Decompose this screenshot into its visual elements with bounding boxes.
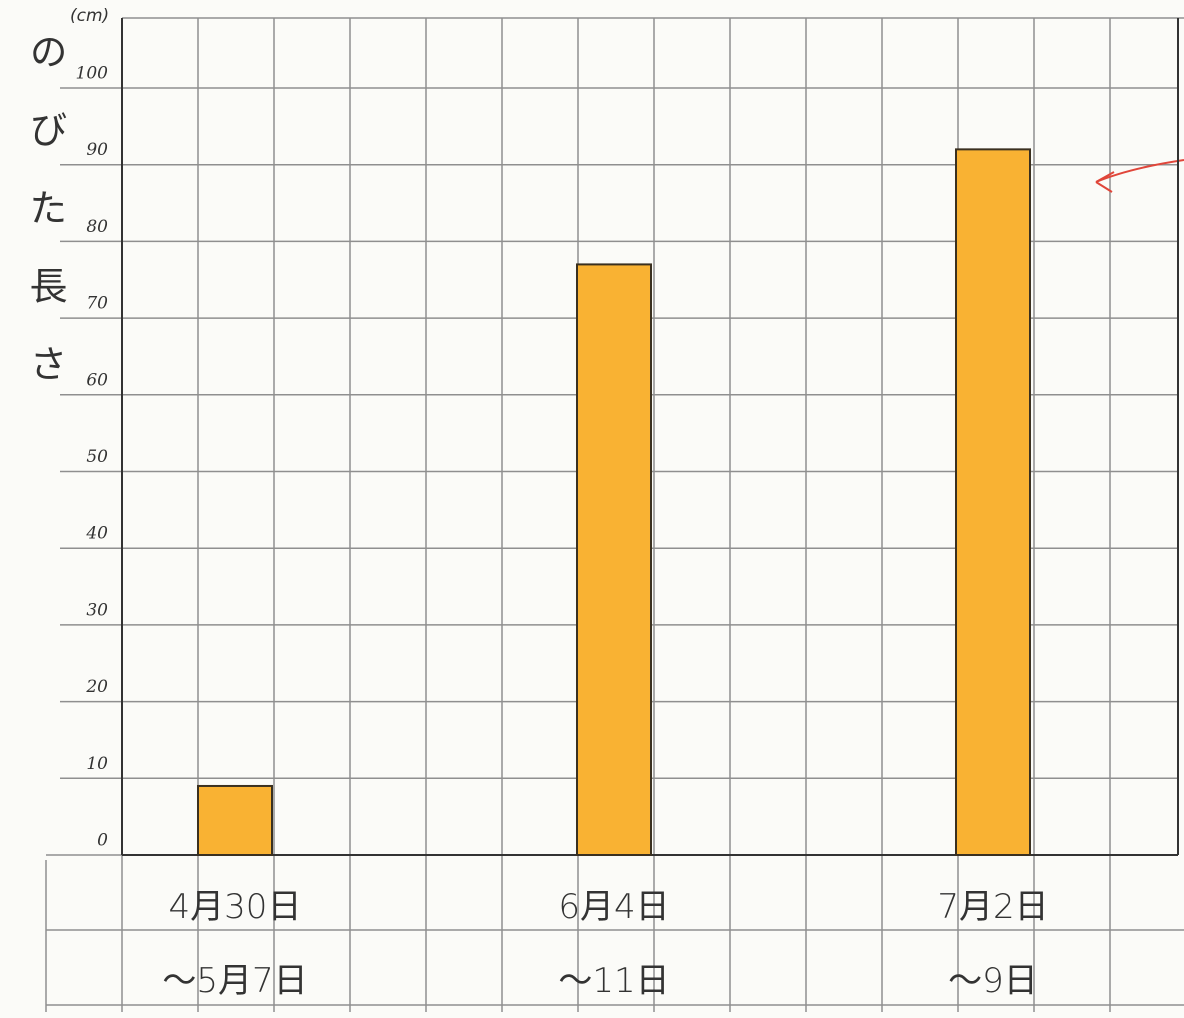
y-tick-label: 40 xyxy=(85,524,108,544)
x-tick-label: 6月4日 ～11日 xyxy=(484,870,744,1018)
y-tick-label: 30 xyxy=(86,600,108,620)
page: 0102030405060708090100 のびた長さ (cm) 4月30日 … xyxy=(0,0,1184,1012)
x-tick-label: 4月30日 ～5月7日 xyxy=(105,870,365,1018)
bar xyxy=(956,149,1030,855)
y-tick-label: 50 xyxy=(86,447,108,467)
y-tick-label: 90 xyxy=(86,140,108,160)
bar xyxy=(198,786,272,855)
bar xyxy=(577,264,651,855)
y-tick-label: 20 xyxy=(85,677,108,697)
y-tick-label: 70 xyxy=(86,294,108,314)
y-tick-label: 60 xyxy=(86,370,108,390)
chart: 0 10 20 30 40 50 60 70 80 90 100 xyxy=(0,0,1184,1012)
x-tick-label: 7月2日 ～9日 xyxy=(863,870,1123,1018)
y-tick-label: 0 xyxy=(97,831,108,851)
y-tick-label: 80 xyxy=(86,217,108,237)
y-tick-label: 10 xyxy=(86,754,108,774)
y-tick-label: 100 xyxy=(76,64,109,84)
y-unit: (cm) xyxy=(70,6,109,26)
y-axis-label: のびた長さ xyxy=(18,32,73,422)
